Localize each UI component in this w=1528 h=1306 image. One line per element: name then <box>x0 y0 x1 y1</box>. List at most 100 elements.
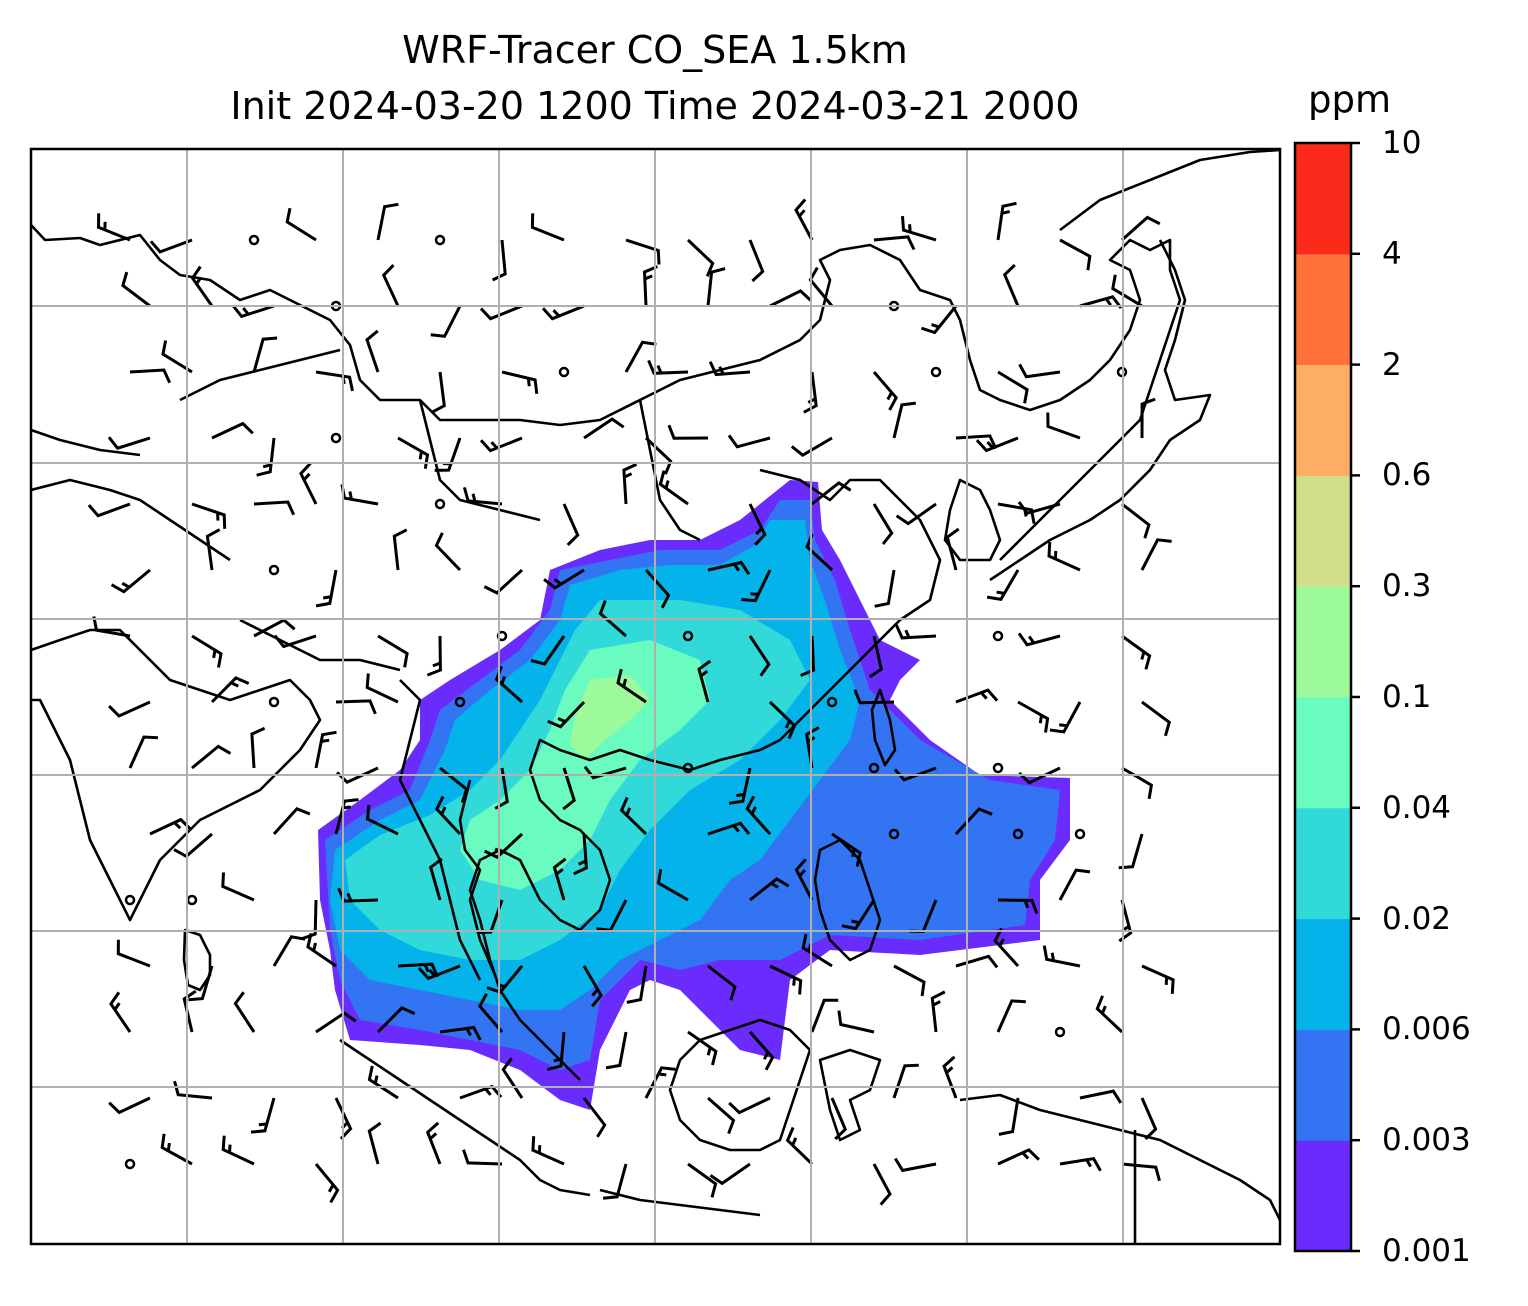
calm-wind-marker <box>330 432 342 444</box>
wind-barb <box>998 1097 1020 1136</box>
coast-sulawesi <box>818 1048 882 1142</box>
wind-barb <box>365 329 380 373</box>
colorbar-segment <box>1295 586 1351 698</box>
wind-barb <box>748 635 771 677</box>
wind-barb <box>872 371 899 411</box>
calm-wind-marker <box>826 696 838 708</box>
wind-barb <box>1002 263 1020 307</box>
coast-sumatra <box>339 1038 591 1197</box>
wind-barb <box>895 624 937 640</box>
colorbar-tick-label: 0.1 <box>1382 679 1432 715</box>
wind-barb <box>810 998 839 1033</box>
wind-barb <box>1059 238 1092 271</box>
wind-barb <box>1111 274 1143 308</box>
calm-wind-marker <box>682 630 694 642</box>
wind-barb <box>205 528 221 571</box>
wind-barb <box>285 207 317 242</box>
coast-sri-lanka <box>182 928 212 992</box>
calm-wind-marker <box>434 234 446 246</box>
wind-barb <box>315 1011 357 1034</box>
wind-barb <box>397 962 439 978</box>
wind-barb <box>583 765 627 780</box>
wind-barb <box>874 569 896 608</box>
colorbar-segment <box>1295 475 1351 587</box>
wind-barb <box>975 436 1019 453</box>
border-inland-6 <box>31 428 141 457</box>
wind-barb <box>707 560 751 576</box>
wind-barb <box>149 817 192 836</box>
wind-barb <box>299 462 318 505</box>
wind-barb <box>479 304 523 321</box>
wind-barb <box>439 1025 482 1041</box>
wind-barb <box>706 267 726 307</box>
colorbar-tick-label: 0.3 <box>1382 568 1432 605</box>
wind-barb <box>954 807 993 836</box>
wind-barb <box>894 1157 937 1173</box>
coast-borneo <box>668 1018 812 1152</box>
coast-korea <box>943 478 1002 562</box>
wind-barb <box>893 964 926 997</box>
wind-barb <box>231 304 275 319</box>
wind-barb <box>376 1006 416 1034</box>
wind-barb <box>667 424 709 440</box>
wind-barb <box>1141 700 1172 737</box>
wind-barb <box>562 503 580 546</box>
wind-barb <box>211 421 254 440</box>
wind-barb <box>547 700 586 729</box>
wind-barb <box>996 201 1017 241</box>
wind-barb <box>462 487 503 506</box>
wind-barb <box>531 1136 565 1166</box>
wind-barb <box>1121 634 1152 670</box>
wind-barb <box>121 271 151 308</box>
coast-taiwan <box>870 688 897 767</box>
wind-barb <box>656 869 689 902</box>
wind-barb <box>853 689 895 705</box>
colorbar-segment <box>1295 918 1351 1030</box>
wind-barb <box>800 635 816 677</box>
wind-barb <box>272 935 306 967</box>
calm-wind-marker <box>268 696 280 708</box>
map-title-line1: WRF-Tracer CO_SEA 1.5km <box>402 28 908 72</box>
colorbar-tick-label: 0.001 <box>1382 1233 1471 1269</box>
wind-barb <box>1095 995 1124 1034</box>
wind-barb <box>116 939 151 968</box>
wind-barb <box>687 1162 718 1198</box>
wind-barb <box>477 993 504 1033</box>
wind-barb <box>425 1121 442 1165</box>
calm-wind-marker <box>186 894 198 906</box>
colorbar-tick-label: 4 <box>1382 235 1402 272</box>
wind-barb <box>252 336 278 373</box>
wind-barb <box>1121 502 1151 539</box>
coast-myanmar <box>398 679 482 981</box>
calm-wind-marker <box>454 696 466 708</box>
wind-barb <box>129 368 172 384</box>
colorbar-segment <box>1295 1140 1351 1252</box>
wind-barb <box>161 340 193 374</box>
wind-barb <box>552 857 567 901</box>
wind-barb <box>868 635 883 679</box>
wind-barb <box>334 798 359 835</box>
wind-barb <box>367 1121 382 1165</box>
wind-barb <box>624 340 657 373</box>
coast-japan <box>989 239 1212 582</box>
wind-barb <box>745 795 772 836</box>
wind-barb <box>221 872 255 902</box>
wind-barb <box>1121 766 1154 800</box>
calm-wind-marker <box>1054 1026 1066 1038</box>
wind-barb <box>573 833 588 876</box>
wind-barb <box>434 532 462 572</box>
coast-india <box>31 628 322 922</box>
colorbar-tick-label: 10 <box>1382 125 1422 161</box>
colorbar <box>1295 141 1360 1253</box>
wind-barb <box>149 238 193 254</box>
calm-wind-marker <box>888 828 900 840</box>
wind-barb <box>501 1057 524 1099</box>
wind-barb <box>301 899 318 941</box>
wind-barb <box>811 481 852 506</box>
wind-barb <box>434 437 462 472</box>
wind-barb <box>901 215 937 242</box>
wind-barb <box>582 965 603 1008</box>
wind-barb <box>190 265 214 307</box>
wind-barb <box>1017 700 1050 733</box>
